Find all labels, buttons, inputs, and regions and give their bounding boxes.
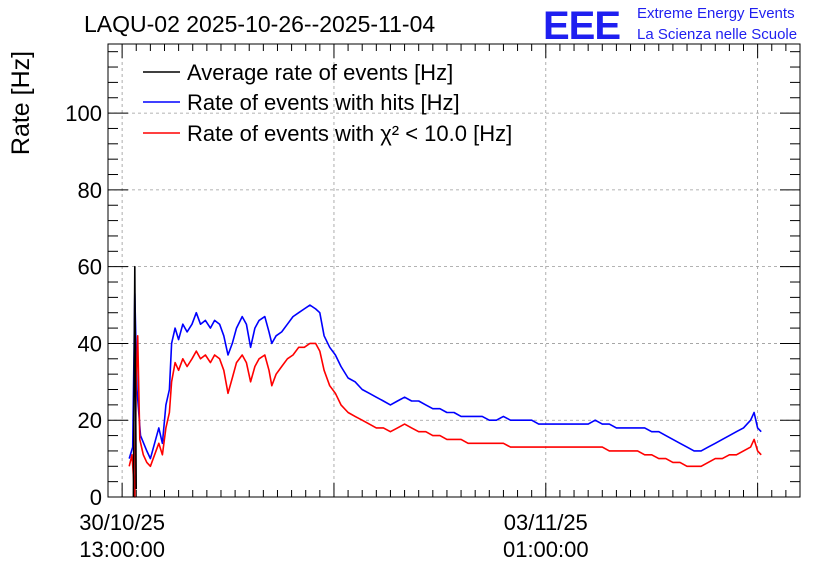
y-tick-label: 0	[90, 485, 102, 510]
eee-logo-mark: EEE	[543, 4, 620, 48]
legend-label-hits: Rate of events with hits [Hz]	[187, 90, 460, 115]
grid	[108, 44, 800, 497]
series-rate-with-hits	[128, 292, 762, 460]
series-average-rate	[132, 265, 137, 498]
plot-frame	[107, 43, 801, 498]
y-tick-label: 80	[78, 178, 102, 203]
eee-logo-line1: Extreme Energy Events	[637, 5, 795, 22]
y-axis-title: Rate [Hz]	[7, 51, 35, 155]
x-tick-label-date: 30/10/25	[79, 510, 165, 535]
series-layer	[128, 265, 762, 498]
series-rate-chi2	[128, 335, 762, 498]
y-tick-label: 20	[78, 408, 102, 433]
eee-logo: EEE Extreme Energy Events La Scienza nel…	[543, 4, 797, 48]
chart-title: LAQU-02 2025-10-26--2025-11-04	[84, 11, 435, 37]
x-tick-label-time: 01:00:00	[503, 537, 589, 562]
eee-logo-line2: La Scienza nelle Scuole	[637, 26, 797, 43]
legend: Average rate of events [Hz] Rate of even…	[143, 60, 512, 146]
y-tick-label: 60	[78, 255, 102, 280]
x-tick-label-date: 03/11/25	[504, 510, 588, 535]
legend-label-average: Average rate of events [Hz]	[187, 60, 453, 85]
y-tick-label: 40	[78, 331, 102, 356]
legend-label-chi2: Rate of events with χ² < 10.0 [Hz]	[187, 121, 512, 146]
y-tick-label: 100	[65, 101, 102, 126]
x-tick-label-time: 13:00:00	[79, 537, 165, 562]
